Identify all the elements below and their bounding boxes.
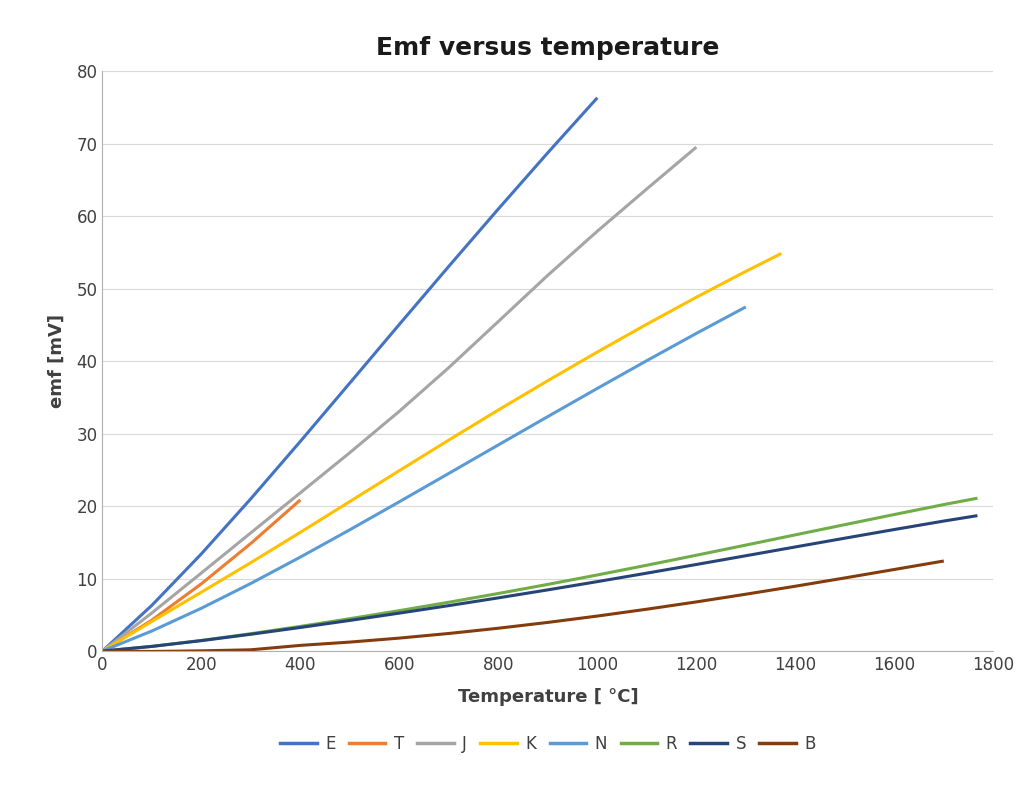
- Legend: E, T, J, K, N, R, S, B: E, T, J, K, N, R, S, B: [280, 734, 816, 753]
- Y-axis label: emf [mV]: emf [mV]: [47, 314, 66, 408]
- Title: Emf versus temperature: Emf versus temperature: [376, 36, 720, 60]
- X-axis label: Temperature [ °C]: Temperature [ °C]: [458, 688, 638, 706]
